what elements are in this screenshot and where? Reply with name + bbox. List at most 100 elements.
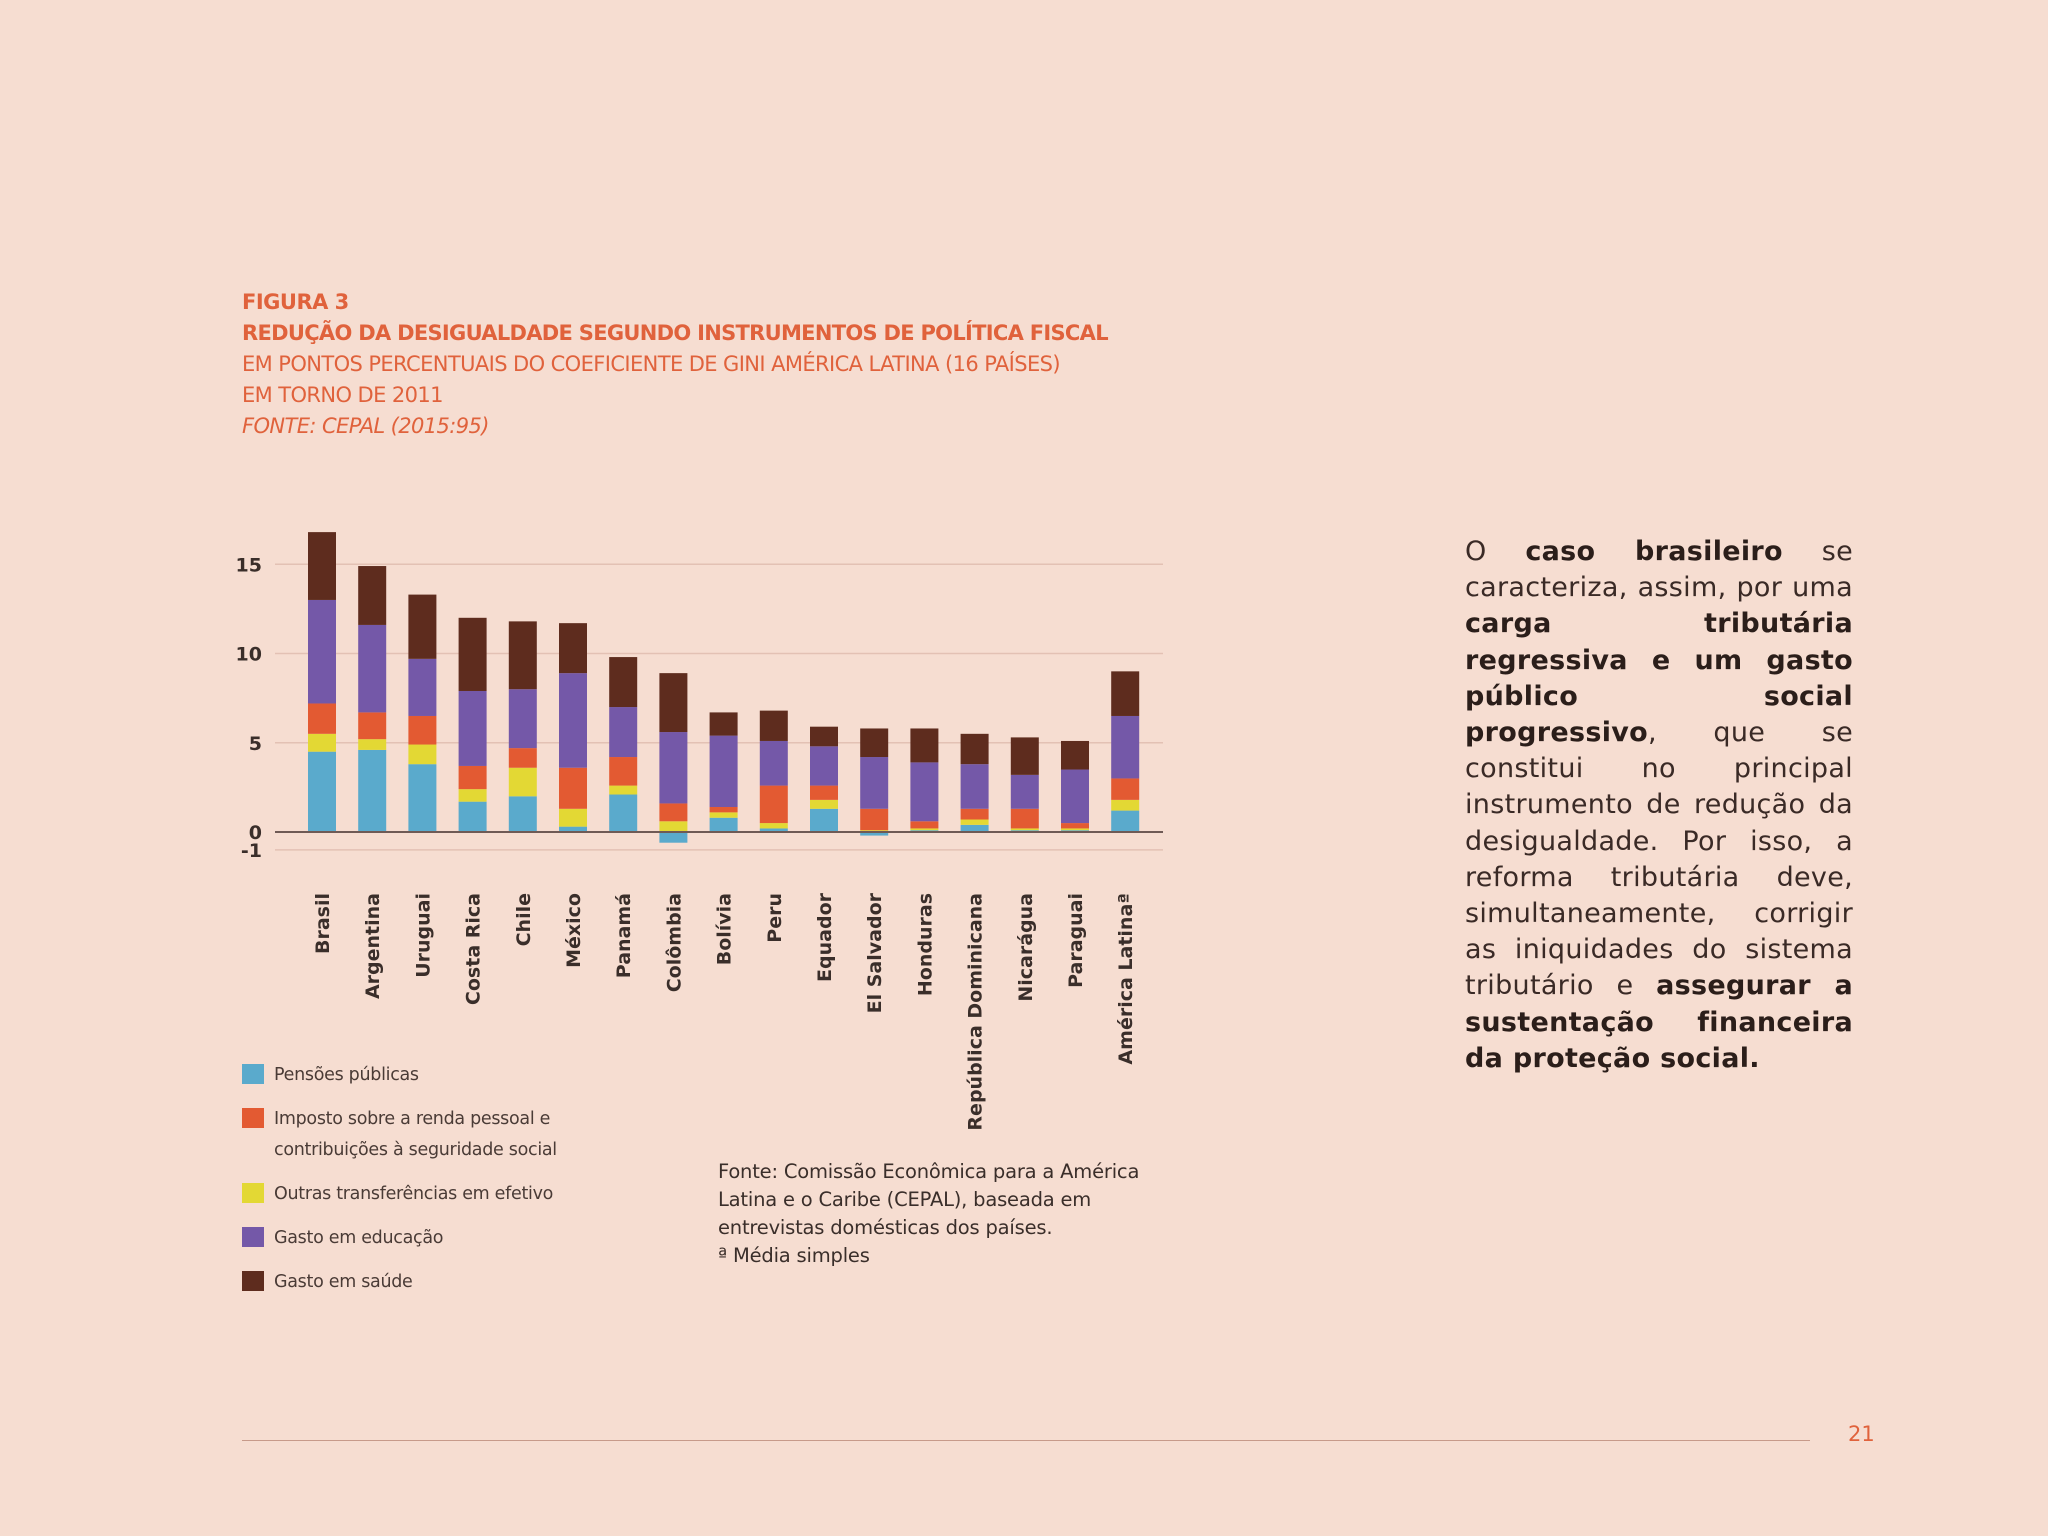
bar-segment <box>458 617 487 691</box>
bar-segment <box>559 826 587 832</box>
bar-segment <box>1010 737 1039 775</box>
bar-segment <box>458 801 487 832</box>
x-category-label: Peru <box>764 893 786 943</box>
bar-segment <box>709 712 738 736</box>
bar-segment <box>659 803 688 822</box>
bar-segment <box>1061 740 1089 770</box>
bar-segment <box>358 739 387 750</box>
legend-item-health: Gasto em saúde <box>242 1267 622 1298</box>
bar-segment <box>910 762 939 822</box>
bar-segment <box>759 828 788 832</box>
bar-segment <box>1010 808 1039 829</box>
y-axis-ticks: 15 10 5 0-1 <box>236 554 262 862</box>
page-number: 21 <box>1848 1422 1875 1446</box>
bar-segment <box>358 749 387 832</box>
figure-period: EM TORNO DE 2011 <box>242 383 443 407</box>
legend-swatch <box>242 1064 264 1084</box>
bar-segment <box>759 785 788 824</box>
body-text-part: se caracteriza, assim, por uma <box>1465 536 1853 604</box>
bar-segment <box>308 703 336 734</box>
bar-segment <box>358 624 387 713</box>
x-category-label: Nicarágua <box>1015 893 1037 1002</box>
bar-segment <box>709 812 738 818</box>
x-category-label: Chile <box>513 893 535 946</box>
legend-item-other-transfers: Outras transferências em efetivo <box>242 1179 622 1210</box>
legend-label: Outras transferências em efetivo <box>274 1184 554 1204</box>
x-category-label: Costa Rica <box>463 893 485 1005</box>
legend-label: Gasto em saúde <box>274 1272 413 1292</box>
y-tick-label: 10 <box>236 644 262 666</box>
bar-segment <box>559 767 587 809</box>
bar-segment <box>508 689 537 749</box>
bar-segment <box>308 733 336 752</box>
bar-segment <box>458 690 487 766</box>
chart-legend: Pensões públicas Imposto sobre a renda p… <box>242 1060 622 1311</box>
bar-segment <box>559 673 587 768</box>
legend-label: Pensões públicas <box>274 1065 419 1085</box>
x-category-label: Brasil <box>312 893 334 954</box>
bar-segment <box>709 817 738 832</box>
footer-divider <box>242 1440 1810 1441</box>
bar-segment <box>810 746 838 786</box>
legend-item-pensions: Pensões públicas <box>242 1060 622 1091</box>
x-category-label: República Dominicana <box>965 893 987 1131</box>
legend-swatch <box>242 1271 264 1291</box>
legend-swatch <box>242 1227 264 1247</box>
bar-segment <box>659 821 688 832</box>
chart-note-source: Fonte: Comissão Econômica para a América… <box>718 1160 1140 1239</box>
bar-segment <box>960 808 989 820</box>
bar-segment <box>960 733 989 765</box>
bar-segment <box>1111 799 1140 811</box>
bar-segment <box>408 658 437 716</box>
x-category-label: Colômbia <box>663 893 685 992</box>
bar-segment <box>860 728 889 758</box>
bar-segment <box>508 748 537 768</box>
bar-segment <box>508 767 537 797</box>
x-category-label: México <box>563 893 585 968</box>
bar-segment <box>709 735 738 808</box>
body-text-part: , que se constitui no principal instrume… <box>1465 717 1853 1002</box>
bar-segment <box>408 715 437 745</box>
x-category-label: Argentina <box>362 893 384 999</box>
bar-segment <box>308 599 336 704</box>
bar-segment <box>810 785 838 800</box>
legend-item-income-tax: Imposto sobre a renda pessoal e contribu… <box>242 1104 622 1166</box>
bar-segment <box>960 819 989 825</box>
figure-subtitle: EM PONTOS PERCENTUAIS DO COEFICIENTE DE … <box>242 352 1061 376</box>
bar-segment <box>759 710 788 741</box>
bar-segment <box>609 794 638 832</box>
bar-segment <box>458 789 487 802</box>
figure-header: FIGURA 3 REDUÇÃO DA DESIGUALDADE SEGUNDO… <box>242 287 1242 442</box>
bar-segment <box>358 712 387 740</box>
bar-segment <box>1111 715 1140 779</box>
bar-segment <box>609 757 638 786</box>
bar-segment <box>559 623 587 674</box>
chart-bars <box>308 532 1140 843</box>
body-emphasis: assegurar a sustentação financeira da pr… <box>1465 970 1853 1074</box>
body-text-part: O <box>1465 536 1526 567</box>
bar-segment <box>960 824 989 832</box>
bar-segment <box>860 808 889 831</box>
bar-segment <box>1061 828 1089 831</box>
bar-segment <box>810 799 838 809</box>
bar-segment <box>308 751 336 832</box>
bar-segment <box>508 621 537 690</box>
body-paragraph: O caso brasileiro se caracteriza, assim,… <box>1465 534 1853 1077</box>
bar-segment <box>358 566 387 625</box>
bar-segment <box>759 823 788 829</box>
bar-segment <box>609 785 638 795</box>
x-category-label: Equador <box>814 892 836 982</box>
bar-segment <box>308 532 336 600</box>
bar-segment <box>609 657 638 708</box>
bar-segment <box>408 744 437 765</box>
bar-segment <box>1010 774 1039 809</box>
bar-segment <box>860 757 889 809</box>
bar-segment <box>1010 828 1039 831</box>
x-category-label: América Latinaª <box>1115 893 1137 1065</box>
legend-label: Gasto em educação <box>274 1228 444 1248</box>
bar-segment <box>810 726 838 747</box>
bar-segment <box>759 740 788 786</box>
bar-segment <box>659 832 688 843</box>
bar-segment <box>408 764 437 832</box>
